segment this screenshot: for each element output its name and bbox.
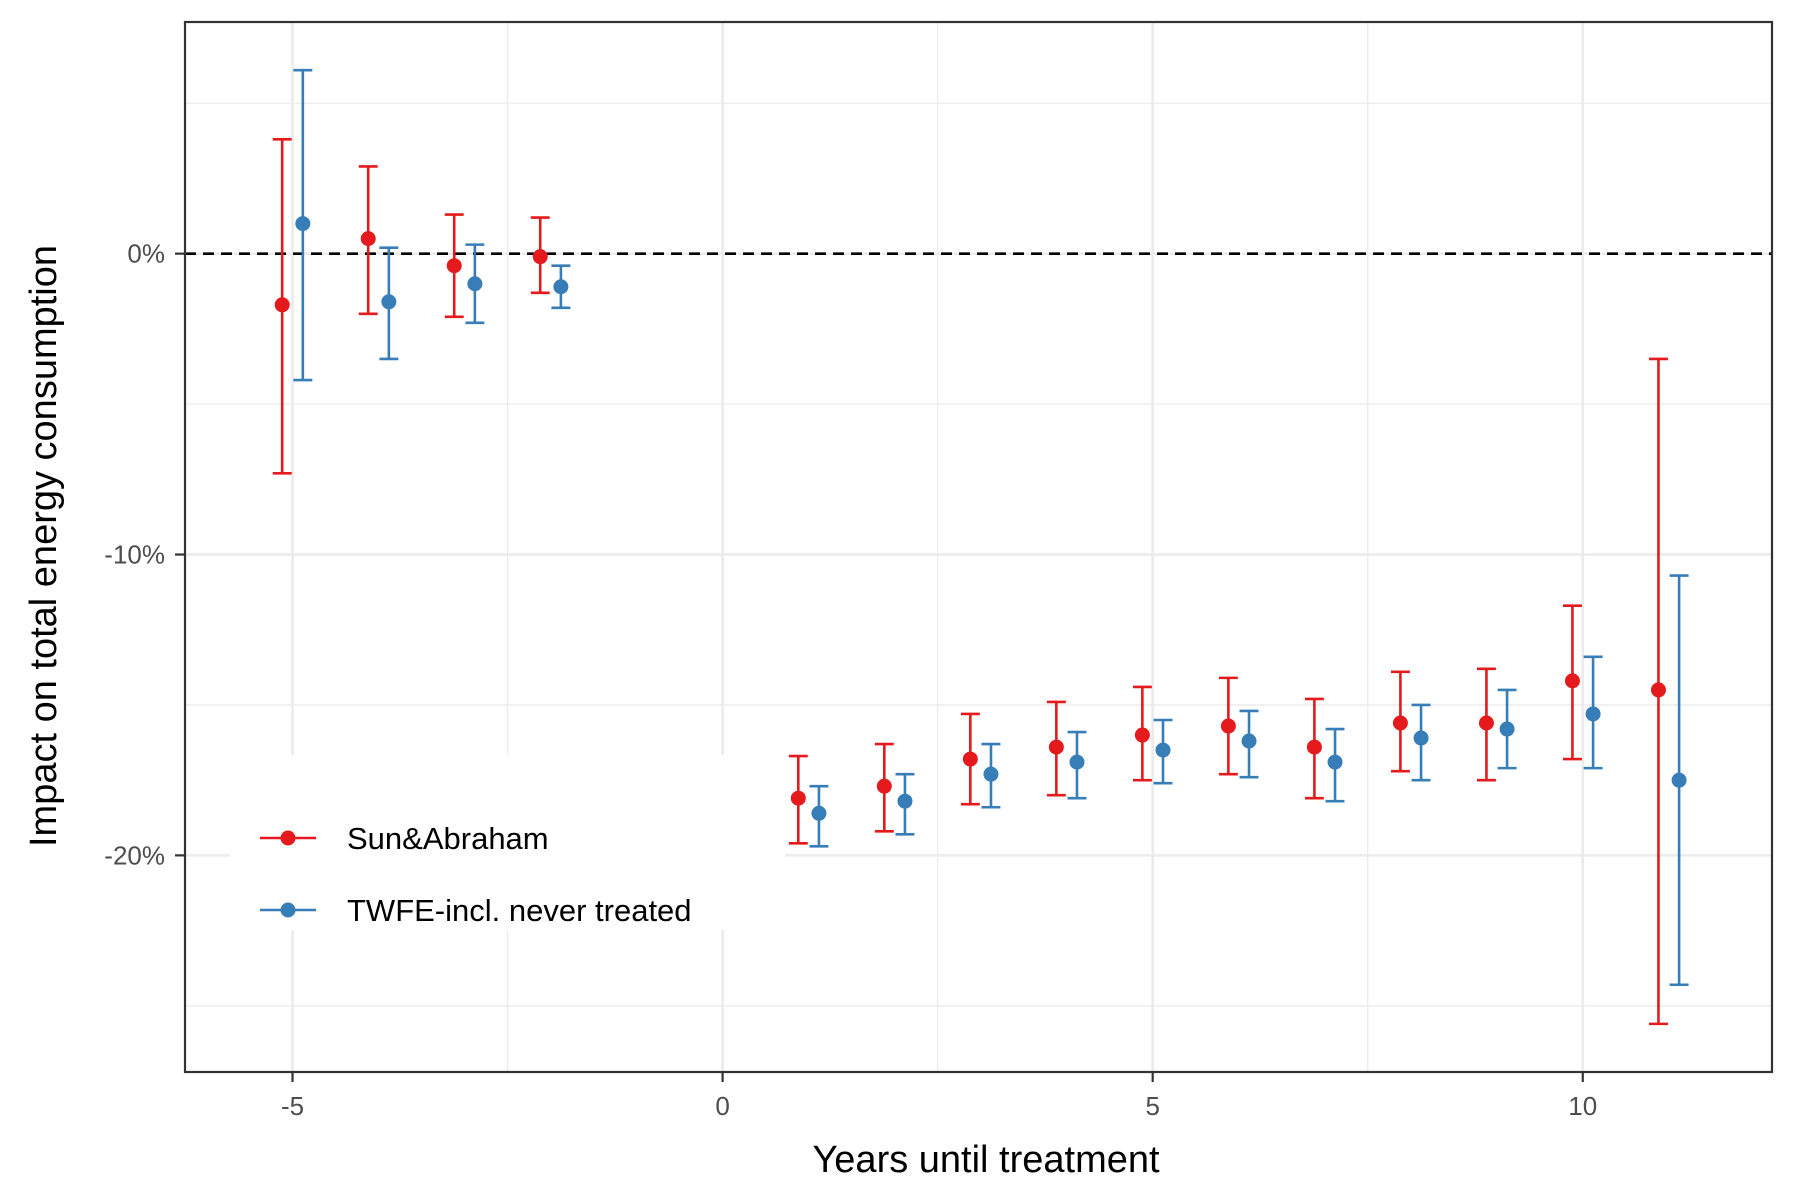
data-point: [811, 805, 827, 821]
series-sun-abraham: [272, 138, 1668, 1026]
legend-key-point: [280, 830, 296, 846]
data-point: [1220, 718, 1236, 734]
y-tick-label: 0%: [127, 239, 165, 269]
data-point: [1241, 733, 1257, 749]
data-point: [1392, 715, 1408, 731]
x-tick-label: 10: [1568, 1091, 1597, 1121]
data-point: [381, 294, 397, 310]
data-point: [532, 249, 548, 265]
data-point: [295, 216, 311, 232]
y-axis: 0% -10% -20%: [104, 239, 185, 870]
panel-border: [183, 20, 1774, 1074]
data-point: [360, 231, 376, 247]
data-point: [1069, 754, 1085, 770]
x-tick-label: 0: [715, 1091, 729, 1121]
data-point: [876, 778, 892, 794]
data-point: [1650, 682, 1666, 698]
data-point: [1134, 727, 1150, 743]
x-axis-title: Years until treatment: [812, 1139, 1160, 1181]
legend-background: [230, 755, 785, 930]
data-point: [274, 297, 290, 313]
y-tick-label: -10%: [104, 540, 165, 570]
x-tick-label: -5: [281, 1091, 304, 1121]
data-point: [897, 793, 913, 809]
data-point: [1478, 715, 1494, 731]
data-point: [1413, 730, 1429, 746]
data-point: [1306, 739, 1322, 755]
data-point: [467, 276, 483, 292]
data-point: [1585, 706, 1601, 722]
x-tick-label: 5: [1145, 1091, 1159, 1121]
legend-item: Sun&Abraham: [260, 821, 549, 856]
series-layer: [272, 68, 1689, 1026]
legend-label: Sun&Abraham: [347, 821, 549, 856]
data-point: [790, 790, 806, 806]
data-point: [1499, 721, 1515, 737]
data-point: [1564, 673, 1580, 689]
data-point: [962, 751, 978, 767]
y-axis-title: Impact on total energy consumption: [23, 245, 65, 847]
panel-frame: [183, 20, 1774, 1074]
x-axis: -5 0 5 10: [281, 1072, 1597, 1121]
legend: Sun&Abraham TWFE-incl. never treated: [230, 755, 785, 930]
data-point: [553, 279, 569, 295]
data-point: [446, 258, 462, 274]
data-point: [1155, 742, 1171, 758]
legend-item: TWFE-incl. never treated: [260, 893, 692, 928]
legend-key-point: [280, 902, 296, 918]
y-tick-label: -20%: [104, 840, 165, 870]
legend-label: TWFE-incl. never treated: [347, 893, 692, 928]
series-twfe: [293, 68, 1689, 987]
data-point: [1671, 772, 1687, 788]
data-point: [1327, 754, 1343, 770]
data-point: [1048, 739, 1064, 755]
data-point: [983, 766, 999, 782]
